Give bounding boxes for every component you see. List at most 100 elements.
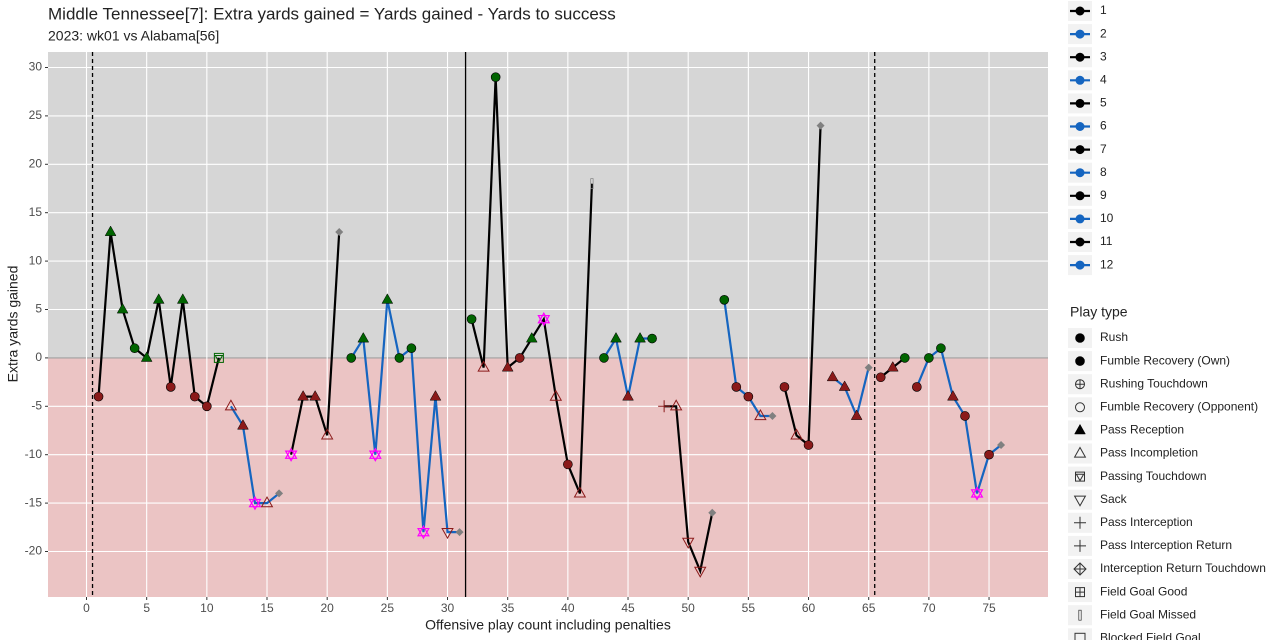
marker bbox=[260, 496, 274, 508]
marker bbox=[936, 343, 946, 354]
marker bbox=[176, 293, 189, 304]
y-tick-label: 10 bbox=[29, 253, 43, 267]
x-tick-label: 40 bbox=[561, 601, 575, 615]
marker bbox=[357, 332, 370, 343]
marker bbox=[790, 428, 803, 440]
marker bbox=[1075, 587, 1085, 598]
marker bbox=[719, 295, 730, 305]
marker bbox=[1074, 516, 1086, 529]
legend-label: Rush bbox=[1100, 330, 1128, 344]
marker bbox=[213, 352, 224, 363]
y-tick-label: 15 bbox=[29, 205, 43, 219]
legend-label: 11 bbox=[1100, 234, 1113, 248]
marker bbox=[647, 333, 657, 344]
marker bbox=[599, 353, 609, 363]
legend-label: Pass Incompletion bbox=[1100, 446, 1198, 460]
marker bbox=[803, 440, 814, 450]
marker bbox=[899, 353, 910, 363]
marker bbox=[875, 372, 886, 383]
marker bbox=[970, 486, 984, 501]
marker bbox=[165, 382, 176, 392]
marker bbox=[850, 409, 863, 420]
marker bbox=[590, 178, 594, 190]
legend-key bbox=[1068, 489, 1092, 510]
marker bbox=[1073, 495, 1087, 507]
x-tick-label: 35 bbox=[501, 601, 515, 615]
marker bbox=[669, 399, 683, 411]
drive-line bbox=[229, 405, 280, 505]
marker bbox=[441, 528, 454, 540]
x-axis-label: Offensive play count including penalties bbox=[425, 617, 671, 633]
marker bbox=[1074, 539, 1086, 552]
legend-point bbox=[1075, 214, 1085, 224]
drive-line bbox=[664, 405, 714, 575]
legend-point bbox=[1075, 237, 1085, 247]
legend-label: 7 bbox=[1100, 142, 1107, 156]
marker bbox=[658, 400, 671, 413]
marker bbox=[406, 343, 417, 354]
marker bbox=[1075, 333, 1085, 343]
legend-point bbox=[1075, 29, 1085, 39]
y-tick-label: 20 bbox=[29, 156, 43, 170]
marker bbox=[1073, 562, 1087, 576]
x-tick-label: 25 bbox=[381, 601, 395, 615]
marker bbox=[947, 390, 959, 401]
legend-label: Field Goal Good bbox=[1100, 584, 1187, 598]
legend-key bbox=[1068, 397, 1092, 418]
marker bbox=[1075, 356, 1085, 366]
marker bbox=[743, 391, 754, 402]
legend-point bbox=[1075, 122, 1085, 131]
marker bbox=[346, 353, 357, 363]
legend-label: Pass Interception Return bbox=[1100, 538, 1232, 552]
marker bbox=[838, 380, 851, 391]
band bbox=[48, 52, 1048, 358]
legend-label: 8 bbox=[1100, 165, 1107, 179]
y-tick-label: 5 bbox=[35, 302, 42, 316]
marker bbox=[997, 441, 1006, 450]
legend-point bbox=[1075, 75, 1085, 85]
drive-line bbox=[783, 125, 822, 448]
marker bbox=[549, 389, 563, 401]
marker bbox=[202, 401, 212, 412]
marker bbox=[501, 361, 514, 372]
marker bbox=[864, 363, 873, 372]
marker bbox=[826, 370, 839, 382]
marker bbox=[634, 332, 646, 343]
legend-title: Play type bbox=[1070, 304, 1128, 320]
drive-line bbox=[350, 299, 460, 534]
marker bbox=[104, 225, 117, 236]
marker bbox=[455, 528, 464, 537]
marker bbox=[731, 382, 742, 392]
marker bbox=[335, 228, 344, 237]
marker bbox=[309, 390, 321, 401]
marker bbox=[681, 537, 695, 549]
marker bbox=[563, 459, 573, 470]
x-tick-label: 65 bbox=[862, 601, 876, 615]
marker bbox=[1074, 423, 1086, 435]
marker bbox=[129, 343, 140, 354]
marker bbox=[1074, 632, 1086, 640]
marker bbox=[1073, 446, 1087, 458]
y-tick-label: -10 bbox=[25, 447, 43, 461]
chart-title: Middle Tennessee[7]: Extra yards gained … bbox=[48, 4, 616, 23]
legend-label: 6 bbox=[1100, 119, 1107, 133]
x-tick-label: 70 bbox=[922, 601, 936, 615]
marker bbox=[622, 390, 634, 401]
marker bbox=[248, 495, 262, 511]
y-tick-label: 25 bbox=[29, 108, 43, 122]
legend-point bbox=[1075, 260, 1085, 270]
legend-label: Interception Return Touchdown bbox=[1100, 561, 1266, 575]
marker bbox=[1075, 471, 1085, 482]
marker bbox=[912, 382, 922, 392]
x-tick-label: 10 bbox=[200, 601, 214, 615]
marker bbox=[573, 486, 587, 498]
legend-label: Rushing Touchdown bbox=[1100, 376, 1208, 390]
x-tick-label: 15 bbox=[260, 601, 274, 615]
marker bbox=[779, 382, 790, 392]
x-tick-label: 5 bbox=[143, 601, 150, 615]
x-tick-label: 45 bbox=[621, 601, 635, 615]
legend-label: Field Goal Missed bbox=[1100, 607, 1196, 621]
legend-point bbox=[1075, 98, 1085, 108]
